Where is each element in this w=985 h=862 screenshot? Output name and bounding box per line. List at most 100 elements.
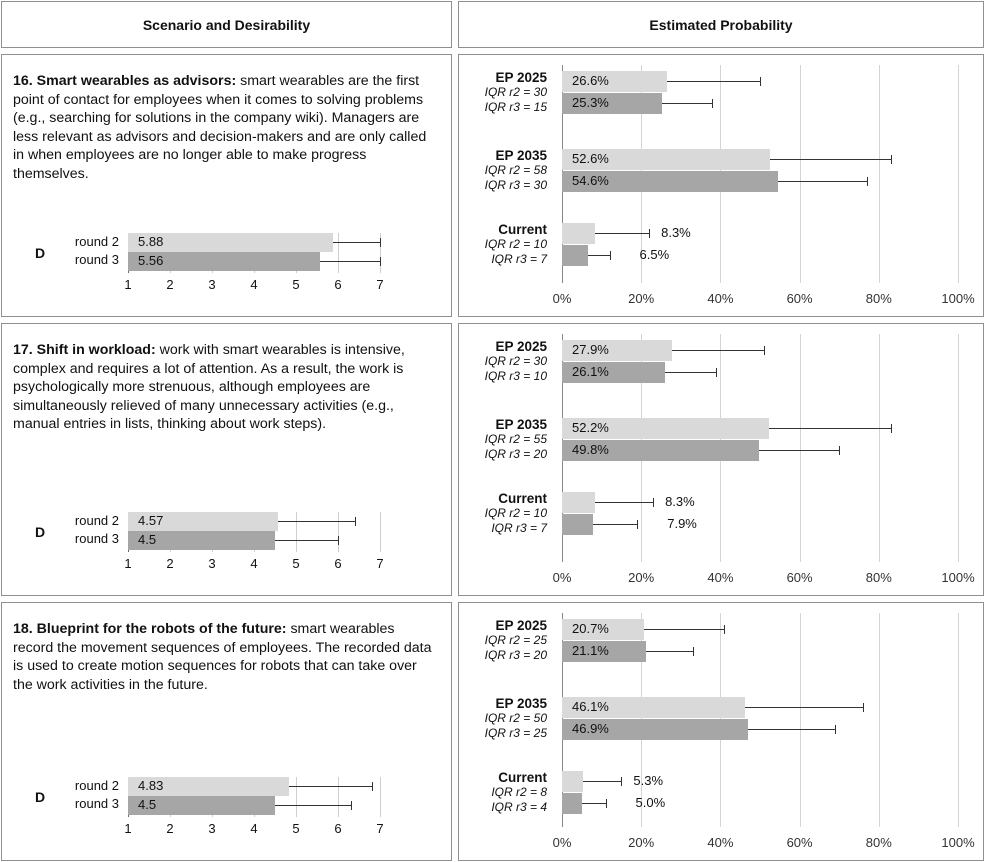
p-gridline — [878, 65, 880, 283]
p-tick-label: 80% — [865, 291, 892, 306]
prob-value-round3: 46.9% — [572, 721, 609, 736]
desirability-value-round2: 4.83 — [138, 778, 164, 793]
group-label: Current IQR r2 = 8 IQR r3 = 4 — [452, 770, 547, 815]
desirability-errorbar-round2 — [277, 521, 355, 522]
group-label: EP 2025 IQR r2 = 30 IQR r3 = 15 — [452, 70, 547, 115]
p-tick-label: 40% — [707, 835, 734, 850]
prob-errorbar-round2 — [770, 159, 891, 160]
d-tick-label: 2 — [166, 277, 174, 292]
p-tick-label: 60% — [786, 835, 813, 850]
prob-bar-round3: 54.6% — [562, 171, 779, 192]
prob-bar-round3: 25.3% — [562, 93, 663, 114]
prob-errorcap-round2 — [621, 777, 623, 786]
d-gridline — [380, 512, 381, 552]
iqr-round3: IQR r3 = 20 — [484, 648, 547, 662]
desirability-errorbar-round3 — [275, 540, 338, 541]
group-name: Current — [498, 222, 547, 237]
d-tick-label: 7 — [376, 277, 384, 292]
prob-value-round3: 49.8% — [572, 442, 609, 457]
p-tick-label: 20% — [628, 570, 655, 585]
d-gridline — [338, 233, 339, 273]
prob-errorbar-round3 — [778, 181, 867, 182]
p-tick-label: 40% — [707, 291, 734, 306]
group-label: Current IQR r2 = 10 IQR r3 = 7 — [452, 222, 547, 267]
p-tick-label: 80% — [865, 570, 892, 585]
header-left-label: Scenario and Desirability — [142, 16, 311, 33]
prob-errorbar-round3 — [581, 803, 606, 804]
scenario-description: 18. Blueprint for the robots of the futu… — [13, 620, 433, 694]
d-tick-label: 5 — [292, 556, 300, 571]
p-gridline — [958, 65, 959, 283]
prob-errorbar-round2 — [594, 233, 650, 234]
p-tick-label: 20% — [628, 835, 655, 850]
scenario-description: 17. Shift in workload: work with smart w… — [13, 341, 433, 434]
desirability-bar-round3: 4.5 — [128, 796, 275, 815]
desirability-label: D — [35, 789, 46, 805]
prob-value-round2: 52.6% — [572, 151, 609, 166]
prob-errorcap-round3 — [839, 446, 841, 455]
d-tick-label: 4 — [250, 821, 258, 836]
p-tick-label: 40% — [707, 570, 734, 585]
p-tick-label: 0% — [552, 835, 572, 850]
p-tick-label: 100% — [941, 570, 975, 585]
prob-errorcap-round3 — [637, 520, 639, 529]
d-tick-label: 1 — [124, 277, 132, 292]
prob-value-round3: 21.1% — [572, 643, 609, 658]
prob-value-round2: 46.1% — [572, 699, 609, 714]
d-tick-label: 3 — [208, 821, 216, 836]
desirability-bar-round2: 4.57 — [128, 512, 278, 531]
p-gridline — [958, 334, 959, 562]
prob-errorcap-round3 — [866, 177, 868, 186]
iqr-round2: IQR r2 = 10 — [484, 506, 547, 520]
probability-cell: EP 2025 IQR r2 = 25 IQR r3 = 20 20.7% 21.1% E… — [458, 602, 984, 861]
prob-value-round3: 26.1% — [572, 364, 609, 379]
iqr-round2: IQR r2 = 25 — [484, 633, 547, 647]
desirability-errorbar-round3 — [319, 261, 380, 262]
d-tick-label: 7 — [376, 556, 384, 571]
prob-errorbar-round2 — [582, 781, 622, 782]
d-gridline — [296, 512, 297, 552]
p-gridline — [878, 613, 880, 827]
round-2-label: round 2 — [74, 513, 119, 528]
iqr-round2: IQR r2 = 30 — [484, 354, 547, 368]
prob-errorbar-round3 — [759, 450, 840, 451]
header-right-label: Estimated Probability — [649, 16, 793, 33]
p-tick-label: 60% — [786, 291, 813, 306]
d-gridline — [380, 233, 381, 273]
group-name: Current — [498, 491, 547, 506]
scenario-description: 16. Smart wearables as advisors: smart w… — [13, 72, 433, 183]
scenario-title: 17. Shift in workload: — [13, 342, 156, 358]
header-scenario-desirability: Scenario and Desirability — [1, 1, 452, 48]
desirability-errorcap-round3 — [350, 801, 352, 810]
prob-errorbar-round2 — [672, 350, 764, 351]
iqr-round3: IQR r3 = 7 — [491, 252, 547, 266]
prob-value-round3: 54.6% — [572, 173, 609, 188]
p-tick-label: 100% — [941, 291, 975, 306]
prob-value-round3: 25.3% — [572, 95, 609, 110]
prob-bar-round2 — [562, 771, 583, 792]
desirability-bar-round2: 5.88 — [128, 233, 333, 252]
p-gridline — [878, 334, 880, 562]
p-gridline — [799, 613, 801, 827]
iqr-round2: IQR r2 = 30 — [484, 85, 547, 99]
d-gridline — [338, 777, 339, 817]
d-tick-label: 3 — [208, 556, 216, 571]
round-3-label: round 3 — [74, 531, 119, 546]
scenario-text: work with smart wearables is intensive, … — [13, 342, 405, 432]
group-name: EP 2035 — [495, 417, 547, 432]
d-gridline — [338, 512, 339, 552]
p-tick-label: 0% — [552, 570, 572, 585]
prob-errorbar-round3 — [645, 651, 693, 652]
d-tick-label: 1 — [124, 821, 132, 836]
prob-errorbar-round2 — [744, 707, 863, 708]
p-gridline — [799, 65, 801, 283]
round-3-label: round 3 — [74, 252, 119, 267]
prob-value-round2: 5.3% — [633, 773, 664, 788]
prob-errorbar-round3 — [747, 729, 836, 730]
iqr-round3: IQR r3 = 15 — [484, 100, 547, 114]
desirability-errorcap-round3 — [338, 536, 339, 545]
iqr-round2: IQR r2 = 10 — [484, 237, 547, 251]
prob-errorbar-round2 — [667, 81, 760, 82]
d-tick-label: 2 — [166, 821, 174, 836]
group-name: Current — [498, 770, 547, 785]
